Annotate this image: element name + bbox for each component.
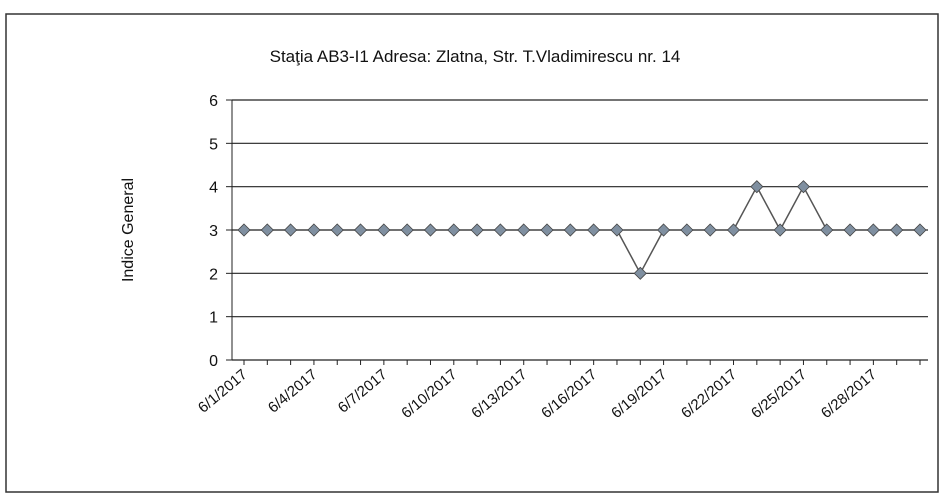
data-point	[843, 223, 857, 237]
data-point	[423, 223, 438, 237]
data-point	[587, 223, 601, 237]
y-tick-label: 2	[209, 266, 218, 283]
data-point	[703, 223, 717, 237]
data-point	[726, 223, 741, 237]
data-point	[540, 223, 554, 237]
chart-frame	[5, 13, 939, 493]
data-point	[307, 223, 321, 237]
y-axis-label: Indice General	[120, 178, 137, 282]
data-point	[237, 223, 251, 237]
data-point	[866, 223, 880, 237]
data-point	[517, 223, 531, 237]
data-point	[284, 223, 298, 237]
data-point	[750, 180, 764, 194]
data-point	[680, 223, 694, 237]
y-tick-label: 0	[209, 353, 218, 370]
data-point	[470, 223, 484, 237]
data-point	[493, 223, 507, 237]
y-tick-label: 4	[209, 180, 218, 197]
chart-title: Staţia AB3-I1 Adresa: Zlatna, Str. T.Vla…	[270, 47, 681, 66]
data-point	[330, 223, 344, 237]
data-point	[260, 223, 274, 237]
data-point	[657, 223, 671, 237]
data-point	[633, 266, 647, 280]
data-point	[447, 223, 461, 237]
y-tick-label: 3	[209, 223, 218, 240]
y-tick-label: 1	[209, 310, 218, 327]
data-point	[820, 223, 834, 237]
data-point	[773, 223, 787, 237]
data-point	[913, 223, 927, 237]
y-tick-label: 5	[209, 136, 218, 153]
data-point	[610, 223, 624, 237]
data-point	[890, 223, 904, 237]
data-point	[796, 180, 811, 194]
y-tick-label: 6	[209, 93, 218, 110]
data-point	[400, 223, 414, 237]
data-point	[377, 223, 391, 237]
data-point	[563, 223, 577, 237]
data-point	[353, 223, 368, 237]
